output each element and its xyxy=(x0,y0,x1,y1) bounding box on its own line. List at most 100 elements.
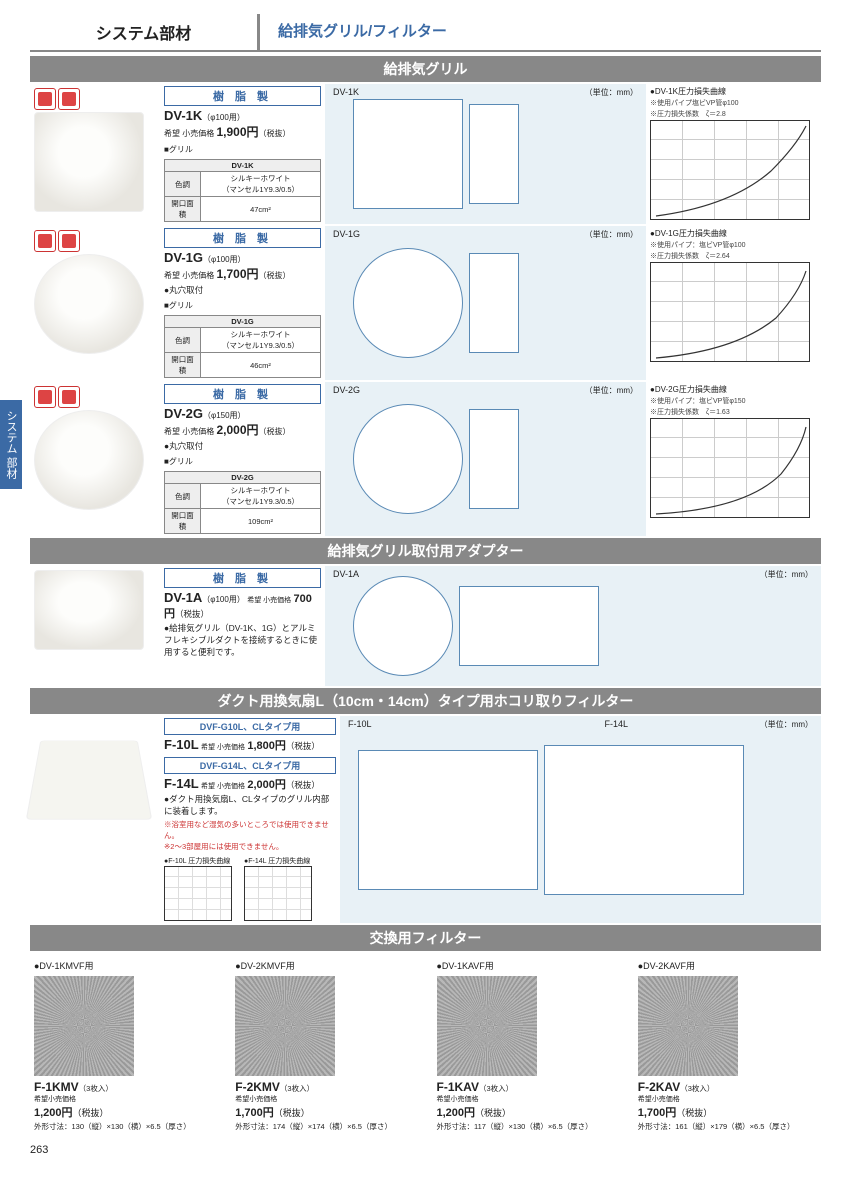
side-tab: システム 部材 xyxy=(0,400,22,489)
spec-table-title: ■グリル xyxy=(164,456,321,467)
mount-icon xyxy=(34,88,56,110)
page-header: システム部材 給排気グリル/フィルター xyxy=(30,14,821,52)
diagram-panel: DV-1A （単位：mm） xyxy=(325,566,821,686)
model-number: DV-2G xyxy=(164,406,203,421)
mount-icon xyxy=(58,230,80,252)
model-suffix: （φ100用） xyxy=(202,595,245,604)
chart-note: ※圧力損失係数 ζ＝2.64 xyxy=(650,251,817,261)
filter-item: ●DV-1KMVF用 F-1KMV（3枚入） 希望小売価格 1,200円（税抜）… xyxy=(34,959,213,1132)
price-value: 2,000円 xyxy=(247,779,286,791)
color-value: シルキーホワイト （マンセル1Y9.3/0.5） xyxy=(201,328,321,353)
filter-pack: （3枚入） xyxy=(280,1084,314,1093)
table-model: DV-1G xyxy=(165,316,321,328)
filter-for: ●DV-2KMVF用 xyxy=(235,959,414,972)
material-tag: 樹 脂 製 xyxy=(164,86,321,106)
price-prefix: 希望小売価格 xyxy=(638,1094,817,1104)
diagram-panel: F-10L F-14L （単位：mm） xyxy=(340,716,821,923)
filter-pack: （3枚入） xyxy=(479,1084,513,1093)
unit-label: （単位：mm） xyxy=(585,229,638,240)
area-value: 46cm² xyxy=(201,353,321,378)
row-label: 色調 xyxy=(165,172,201,197)
mount-note: ●丸穴取付 xyxy=(164,440,321,452)
filter-price: 1,700円 xyxy=(235,1107,274,1119)
product-photo xyxy=(34,570,144,650)
page-number: 263 xyxy=(30,1144,821,1156)
filter-pack: （3枚入） xyxy=(680,1084,714,1093)
filter-dimensions: 外形寸法：174（縦）×174（横）×6.5（厚さ） xyxy=(235,1121,414,1132)
product-row-dv2g: 樹 脂 製 DV-2G（φ150用） 希望 小売価格 2,000円（税抜） ●丸… xyxy=(30,382,821,536)
unit-label: （単位：mm） xyxy=(585,385,638,396)
price-label: 希望 小売価格 xyxy=(164,271,214,280)
tax-label: （税抜） xyxy=(175,609,209,619)
diagram-label: F-14L xyxy=(605,719,629,729)
filter-pack: （3枚入） xyxy=(79,1084,113,1093)
diagram-label: DV-2G xyxy=(333,385,360,395)
spec-table-title: ■グリル xyxy=(164,300,321,311)
diagram-panel: DV-2G （単位：mm） xyxy=(325,382,646,536)
diagram-label: DV-1A xyxy=(333,569,359,579)
row-label: 開口面積 xyxy=(165,353,201,378)
pressure-loss-chart xyxy=(650,120,810,220)
filter-model: F-1KMV xyxy=(34,1080,79,1094)
filter-dimensions: 外形寸法：161（縦）×179（横）×6.5（厚さ） xyxy=(638,1121,817,1132)
filter-for: ●DV-1KMVF用 xyxy=(34,959,213,972)
row-label: 開口面積 xyxy=(165,509,201,534)
spec-table: DV-2G 色調シルキーホワイト （マンセル1Y9.3/0.5） 開口面積109… xyxy=(164,471,321,534)
mount-icon xyxy=(58,88,80,110)
filter-price: 1,200円 xyxy=(34,1107,73,1119)
price-value: 1,700円 xyxy=(216,267,258,281)
material-tag: 樹 脂 製 xyxy=(164,228,321,248)
caution-note: ※浴室用など湿気の多いところでは使用できません。 ※2～3部屋用には使用できませ… xyxy=(164,819,336,852)
area-value: 109cm² xyxy=(201,509,321,534)
product-row-dv1a: 樹 脂 製 DV-1A（φ100用） 希望 小売価格 700円（税抜） ●給排気… xyxy=(30,566,821,686)
tax-label: （税抜） xyxy=(259,129,291,138)
model-suffix: （φ100用） xyxy=(202,113,245,122)
price-prefix: 希望小売価格 xyxy=(235,1094,414,1104)
filter-price: 1,700円 xyxy=(638,1107,677,1119)
row-label: 色調 xyxy=(165,328,201,353)
chart-note: ※使用パイプ塩ビVP管φ100 xyxy=(650,98,817,108)
model-number: DV-1G xyxy=(164,250,203,265)
type-tag: DVF-G14L、CLタイプ用 xyxy=(164,757,336,774)
price-prefix: 希望小売価格 xyxy=(34,1094,213,1104)
table-model: DV-2G xyxy=(165,472,321,484)
spec-table: DV-1G 色調シルキーホワイト （マンセル1Y9.3/0.5） 開口面積46c… xyxy=(164,315,321,378)
diagram-label: DV-1K xyxy=(333,87,359,97)
row-label: 色調 xyxy=(165,484,201,509)
small-chart xyxy=(244,866,312,921)
filter-model: F-2KAV xyxy=(638,1080,680,1094)
replace-filter-grid: ●DV-1KMVF用 F-1KMV（3枚入） 希望小売価格 1,200円（税抜）… xyxy=(30,953,821,1138)
filter-swatch xyxy=(235,976,335,1076)
mount-note: ●丸穴取付 xyxy=(164,284,321,296)
product-note: ●給排気グリル（DV-1K、1G）とアルミフレキシブルダクトを接続するときに使用… xyxy=(164,622,321,658)
filter-model: F-1KAV xyxy=(437,1080,479,1094)
diagram-panel: DV-1G （単位：mm） xyxy=(325,226,646,380)
pressure-loss-chart xyxy=(650,262,810,362)
chart-note: ※圧力損失係数 ζ＝1.63 xyxy=(650,407,817,417)
product-row-filter: DVF-G10L、CLタイプ用 F-10L 希望 小売価格 1,800円（税抜）… xyxy=(30,716,821,923)
price-label: 希望 小売価格 xyxy=(201,783,245,790)
filter-item: ●DV-2KAVF用 F-2KAV（3枚入） 希望小売価格 1,700円（税抜）… xyxy=(638,959,817,1132)
header-category: システム部材 xyxy=(30,14,260,50)
chart-title: ●DV-2G圧力損失曲線 xyxy=(650,384,817,395)
filter-dimensions: 外形寸法：130（縦）×130（横）×6.5（厚さ） xyxy=(34,1121,213,1132)
chart-title: ●DV-1K圧力損失曲線 xyxy=(650,86,817,97)
model-suffix: （φ150用） xyxy=(203,411,246,420)
product-photo xyxy=(34,254,144,354)
diagram-label: DV-1G xyxy=(333,229,360,239)
tax-label: （税抜） xyxy=(259,271,291,280)
filter-item: ●DV-1KAVF用 F-1KAV（3枚入） 希望小売価格 1,200円（税抜）… xyxy=(437,959,616,1132)
tax-label: （税抜） xyxy=(274,1108,310,1118)
product-photo xyxy=(34,112,144,212)
pressure-loss-chart xyxy=(650,418,810,518)
unit-label: （単位：mm） xyxy=(585,87,638,98)
model-number: DV-1A xyxy=(164,590,202,605)
filter-item: ●DV-2KMVF用 F-2KMV（3枚入） 希望小売価格 1,700円（税抜）… xyxy=(235,959,414,1132)
table-model: DV-1K xyxy=(165,160,321,172)
diagram-label: F-10L xyxy=(348,719,372,729)
diagram-panel: DV-1K （単位：mm） xyxy=(325,84,646,224)
type-tag: DVF-G10L、CLタイプ用 xyxy=(164,718,336,735)
product-photo xyxy=(26,741,152,820)
section-filter-title: ダクト用換気扇L（10cm・14cm）タイプ用ホコリ取りフィルター xyxy=(30,688,821,714)
material-tag: 樹 脂 製 xyxy=(164,568,321,588)
